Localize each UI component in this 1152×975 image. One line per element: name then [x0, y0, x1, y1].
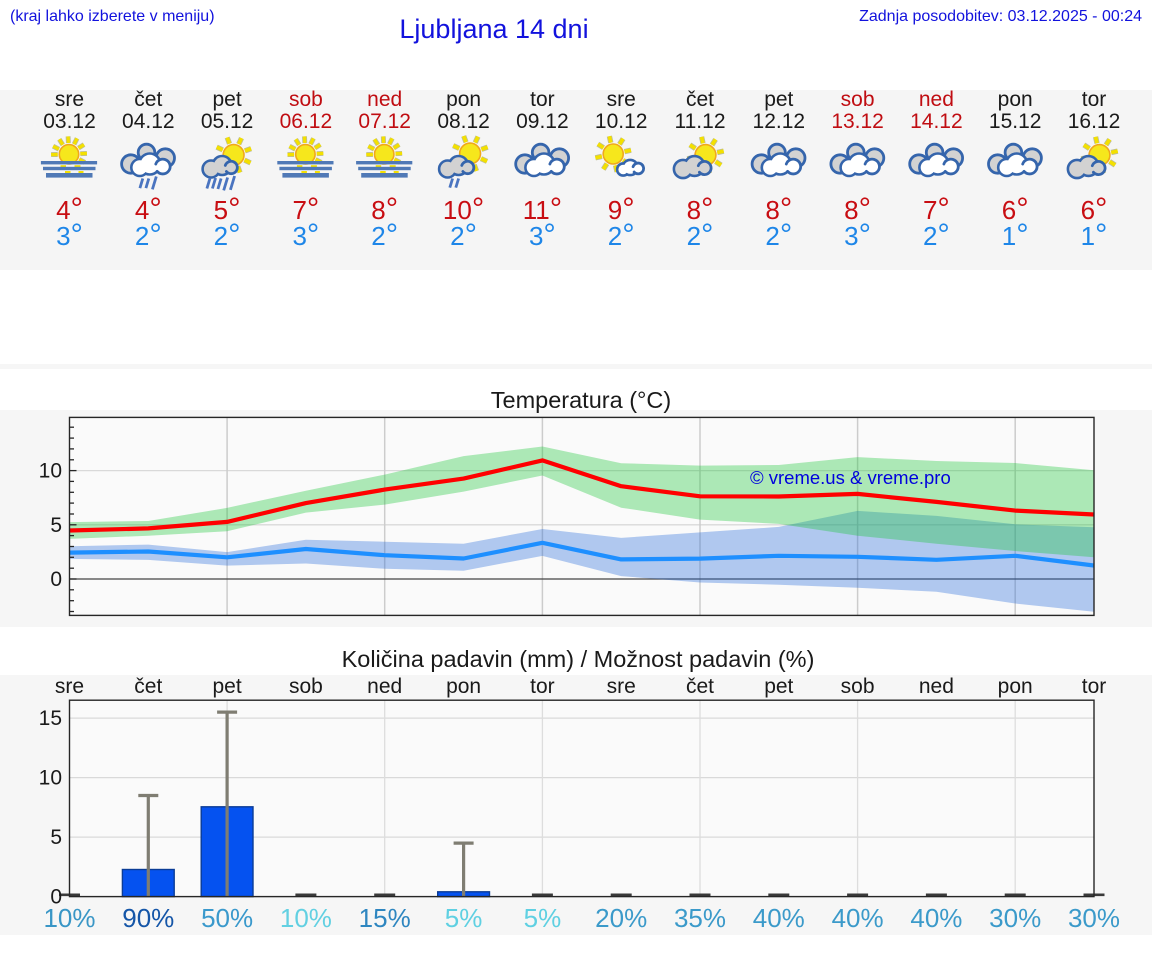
- svg-text:03.12: 03.12: [43, 110, 96, 133]
- svg-text:6°: 6°: [1002, 191, 1029, 226]
- svg-text:8°: 8°: [371, 191, 398, 226]
- svg-text:8°: 8°: [765, 191, 792, 226]
- svg-text:Količina padavin (mm) / Možnos: Količina padavin (mm) / Možnost padavin …: [342, 646, 815, 672]
- svg-text:90%: 90%: [122, 903, 174, 933]
- svg-text:sob: sob: [841, 88, 875, 111]
- svg-text:10°: 10°: [443, 191, 484, 226]
- svg-text:13.12: 13.12: [831, 110, 884, 133]
- svg-text:20%: 20%: [595, 903, 647, 933]
- svg-text:čet: čet: [686, 675, 714, 698]
- svg-text:Ljubljana 14 dni: Ljubljana 14 dni: [399, 14, 588, 44]
- svg-text:9°: 9°: [608, 191, 635, 226]
- svg-text:16.12: 16.12: [1068, 110, 1121, 133]
- svg-text:Temperatura (°C): Temperatura (°C): [491, 387, 671, 413]
- svg-text:5%: 5%: [445, 903, 483, 933]
- svg-text:15%: 15%: [359, 903, 411, 933]
- svg-text:pet: pet: [212, 675, 241, 698]
- svg-text:14.12: 14.12: [910, 110, 963, 133]
- svg-text:(kraj lahko izberete v meniju): (kraj lahko izberete v meniju): [10, 8, 215, 25]
- svg-text:15.12: 15.12: [989, 110, 1042, 133]
- svg-text:2°: 2°: [923, 217, 950, 252]
- svg-text:2°: 2°: [608, 217, 635, 252]
- svg-text:5: 5: [50, 826, 62, 849]
- svg-text:2°: 2°: [687, 217, 714, 252]
- svg-text:čet: čet: [686, 88, 714, 111]
- svg-text:3°: 3°: [844, 217, 871, 252]
- svg-text:sre: sre: [55, 88, 84, 111]
- svg-text:pon: pon: [998, 675, 1033, 698]
- svg-text:1°: 1°: [1002, 217, 1029, 252]
- svg-text:05.12: 05.12: [201, 110, 254, 133]
- svg-text:40%: 40%: [910, 903, 962, 933]
- svg-text:čet: čet: [134, 675, 162, 698]
- svg-text:pet: pet: [764, 675, 793, 698]
- svg-text:3°: 3°: [56, 217, 83, 252]
- svg-text:30%: 30%: [989, 903, 1041, 933]
- svg-text:5%: 5%: [524, 903, 562, 933]
- svg-text:ned: ned: [919, 675, 954, 698]
- svg-text:04.12: 04.12: [122, 110, 175, 133]
- svg-text:sob: sob: [841, 675, 875, 698]
- svg-text:ned: ned: [367, 88, 402, 111]
- svg-text:11°: 11°: [523, 191, 562, 226]
- svg-text:ned: ned: [367, 675, 402, 698]
- svg-text:0: 0: [50, 886, 62, 909]
- svg-text:ned: ned: [919, 88, 954, 111]
- svg-text:sob: sob: [289, 675, 323, 698]
- svg-text:5: 5: [50, 514, 62, 537]
- svg-text:4°: 4°: [56, 191, 83, 226]
- svg-text:10: 10: [39, 460, 62, 483]
- svg-text:© vreme.us & vreme.pro: © vreme.us & vreme.pro: [750, 467, 951, 488]
- svg-text:tor: tor: [1082, 675, 1107, 698]
- svg-text:10%: 10%: [43, 903, 95, 933]
- svg-text:0: 0: [50, 568, 62, 591]
- svg-text:5°: 5°: [214, 191, 241, 226]
- svg-text:2°: 2°: [765, 217, 792, 252]
- svg-text:tor: tor: [530, 88, 555, 111]
- svg-text:10: 10: [39, 767, 62, 790]
- svg-text:40%: 40%: [753, 903, 805, 933]
- svg-text:pet: pet: [212, 88, 241, 111]
- svg-text:2°: 2°: [371, 217, 398, 252]
- svg-text:35%: 35%: [674, 903, 726, 933]
- svg-text:7°: 7°: [292, 191, 319, 226]
- svg-text:2°: 2°: [135, 217, 162, 252]
- svg-text:10%: 10%: [280, 903, 332, 933]
- svg-text:12.12: 12.12: [753, 110, 806, 133]
- svg-text:30%: 30%: [1068, 903, 1120, 933]
- svg-text:7°: 7°: [923, 191, 950, 226]
- svg-text:pon: pon: [998, 88, 1033, 111]
- svg-text:3°: 3°: [292, 217, 319, 252]
- svg-text:08.12: 08.12: [437, 110, 490, 133]
- svg-text:sre: sre: [607, 675, 636, 698]
- svg-text:8°: 8°: [687, 191, 714, 226]
- svg-text:11.12: 11.12: [675, 110, 726, 133]
- svg-text:sre: sre: [55, 675, 84, 698]
- svg-text:tor: tor: [1082, 88, 1107, 111]
- svg-text:pet: pet: [764, 88, 793, 111]
- svg-text:50%: 50%: [201, 903, 253, 933]
- svg-text:čet: čet: [134, 88, 162, 111]
- svg-text:Zadnja posodobitev: 03.12.2025: Zadnja posodobitev: 03.12.2025 - 00:24: [859, 8, 1142, 25]
- svg-text:sob: sob: [289, 88, 323, 111]
- svg-text:1°: 1°: [1081, 217, 1108, 252]
- svg-text:07.12: 07.12: [358, 110, 411, 133]
- svg-text:10.12: 10.12: [595, 110, 648, 133]
- svg-text:4°: 4°: [135, 191, 162, 226]
- svg-text:09.12: 09.12: [516, 110, 569, 133]
- svg-text:2°: 2°: [214, 217, 241, 252]
- svg-text:40%: 40%: [832, 903, 884, 933]
- svg-text:pon: pon: [446, 675, 481, 698]
- svg-text:6°: 6°: [1081, 191, 1108, 226]
- svg-text:2°: 2°: [450, 217, 477, 252]
- svg-text:tor: tor: [530, 675, 555, 698]
- svg-text:15: 15: [39, 707, 62, 730]
- svg-text:sre: sre: [607, 88, 636, 111]
- svg-text:8°: 8°: [844, 191, 871, 226]
- svg-text:3°: 3°: [529, 217, 556, 252]
- svg-text:pon: pon: [446, 88, 481, 111]
- svg-text:06.12: 06.12: [280, 110, 333, 133]
